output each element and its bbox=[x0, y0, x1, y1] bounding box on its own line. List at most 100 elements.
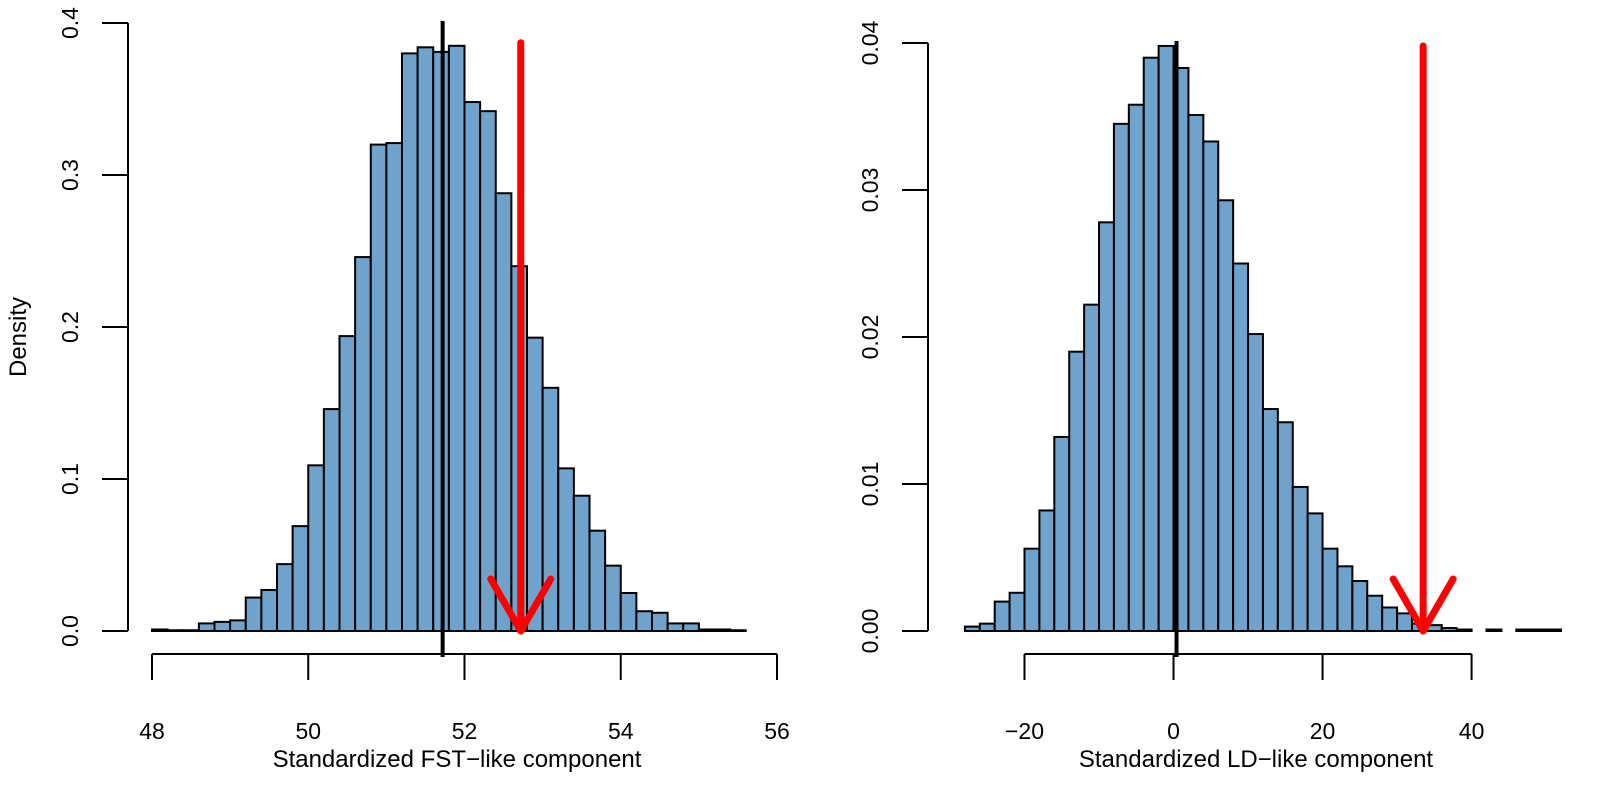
y-tick-label: 0.01 bbox=[857, 462, 883, 507]
histogram-bar bbox=[588, 529, 607, 632]
histogram-bar bbox=[338, 335, 357, 632]
y-tick-label: 0.1 bbox=[57, 463, 83, 495]
histogram-bar bbox=[1515, 628, 1533, 633]
y-tick-label: 0.2 bbox=[57, 311, 83, 343]
y-axis-label: Density bbox=[5, 297, 32, 377]
y-tick-label: 0.3 bbox=[57, 159, 83, 191]
histogram-bar bbox=[1053, 435, 1071, 632]
histogram-bar bbox=[197, 622, 216, 633]
histogram-bar bbox=[229, 619, 247, 632]
histogram-bar bbox=[619, 592, 638, 632]
histogram-bar bbox=[604, 564, 622, 633]
y-tick-label: 0.0 bbox=[57, 615, 83, 647]
histogram-bar bbox=[1485, 628, 1503, 633]
histogram-bar bbox=[1068, 350, 1086, 632]
histogram-bar bbox=[260, 588, 278, 633]
histogram-bar bbox=[1306, 512, 1324, 633]
y-axis: 0.00 0.01 0.02 0.03 0.04 bbox=[857, 20, 929, 654]
histogram-bar bbox=[697, 628, 716, 632]
histogram-bar bbox=[322, 408, 341, 632]
y-tick-label: 0.03 bbox=[857, 168, 883, 213]
histogram-bar bbox=[1217, 199, 1235, 632]
histogram-bar bbox=[1276, 421, 1294, 633]
observed-value-arrow bbox=[487, 39, 555, 635]
histogram-bar bbox=[1127, 103, 1145, 633]
histogram-bar bbox=[1142, 56, 1160, 632]
y-axis: 0.0 0.1 0.2 0.3 0.4 Density bbox=[5, 7, 129, 647]
histogram-bar bbox=[1530, 628, 1548, 633]
x-axis: 48 50 52 54 56 Standardized FST−like componen… bbox=[139, 653, 790, 773]
x-tick-label: −20 bbox=[1005, 718, 1044, 744]
x-tick-label: 40 bbox=[1459, 718, 1485, 744]
y-tick-label: 0.00 bbox=[857, 609, 883, 654]
histogram-bar bbox=[666, 622, 685, 633]
histogram-bar bbox=[1261, 408, 1279, 632]
histogram-bar bbox=[526, 336, 544, 632]
histogram-bar bbox=[463, 101, 482, 633]
histogram-bar bbox=[978, 622, 996, 633]
x-tick-label: 52 bbox=[452, 718, 478, 744]
histogram-bar bbox=[1351, 580, 1369, 633]
histogram-bar bbox=[1545, 628, 1562, 633]
histogram-bar bbox=[1023, 547, 1041, 632]
histogram-bar bbox=[1321, 547, 1339, 632]
histogram-bar bbox=[1038, 509, 1056, 632]
histogram-bar bbox=[369, 143, 388, 632]
histogram-bar bbox=[713, 628, 732, 632]
histogram-bar bbox=[1112, 122, 1130, 632]
histogram-bar bbox=[963, 625, 981, 633]
histogram-bars bbox=[963, 44, 1562, 633]
histogram-bar bbox=[291, 525, 310, 632]
y-tick-label: 0.02 bbox=[857, 315, 883, 360]
x-tick-label: 50 bbox=[295, 718, 321, 744]
histogram-bars bbox=[151, 44, 747, 633]
histogram-bar bbox=[1202, 140, 1220, 633]
histogram-bar bbox=[276, 563, 294, 632]
fst-histogram-panel: 48 50 52 54 56 Standardized FST−like componen… bbox=[5, 7, 790, 773]
x-axis-label: Standardized LD−like component bbox=[1079, 746, 1434, 773]
x-tick-label: 54 bbox=[608, 718, 634, 744]
arrow-head bbox=[487, 575, 555, 635]
histogram-bar bbox=[1381, 606, 1399, 632]
histogram-bar bbox=[1008, 591, 1026, 633]
histogram-bar bbox=[635, 610, 653, 632]
x-tick-label: 56 bbox=[764, 718, 790, 744]
x-axis: −20 0 20 40 Standardized LD−like component bbox=[1005, 653, 1485, 773]
histogram-bar bbox=[447, 44, 466, 633]
histogram-bar bbox=[557, 467, 575, 632]
histogram-bar bbox=[682, 622, 700, 633]
histogram-bar bbox=[1232, 262, 1250, 632]
histogram-bar bbox=[1098, 221, 1115, 632]
histogram-bar bbox=[401, 52, 419, 632]
observed-value-arrow bbox=[1389, 42, 1457, 635]
histogram-bar bbox=[166, 629, 185, 632]
histogram-bar bbox=[1396, 612, 1413, 632]
histogram-bar bbox=[1455, 628, 1473, 633]
histogram-bar bbox=[213, 620, 232, 633]
histogram-bar bbox=[993, 600, 1011, 632]
histogram-bar bbox=[307, 464, 325, 632]
histogram-bar bbox=[1187, 114, 1205, 632]
histogram-bar bbox=[244, 596, 263, 632]
histogram-bar bbox=[1366, 594, 1384, 632]
ld-histogram-panel: −20 0 20 40 Standardized LD−like component 0.… bbox=[857, 20, 1562, 773]
histogram-bar bbox=[182, 629, 200, 632]
histogram-bar bbox=[385, 142, 403, 633]
histogram-bar bbox=[1083, 303, 1101, 632]
x-axis-label: Standardized FST−like component bbox=[273, 746, 642, 773]
histogram-bar bbox=[572, 494, 591, 632]
arrow-head bbox=[1389, 575, 1457, 635]
histogram-bar bbox=[1247, 333, 1264, 632]
histogram-bar bbox=[151, 628, 169, 632]
histogram-bar bbox=[651, 611, 669, 633]
y-tick-label: 0.4 bbox=[57, 7, 83, 39]
histogram-bar bbox=[729, 629, 747, 632]
histogram-bar bbox=[354, 256, 372, 632]
histogram-bar bbox=[416, 46, 435, 632]
histogram-bar bbox=[1291, 485, 1309, 632]
histogram-bar bbox=[1440, 627, 1458, 632]
x-tick-label: 48 bbox=[139, 718, 165, 744]
histogram-bar bbox=[1157, 44, 1175, 632]
x-tick-label: 0 bbox=[1167, 718, 1180, 744]
